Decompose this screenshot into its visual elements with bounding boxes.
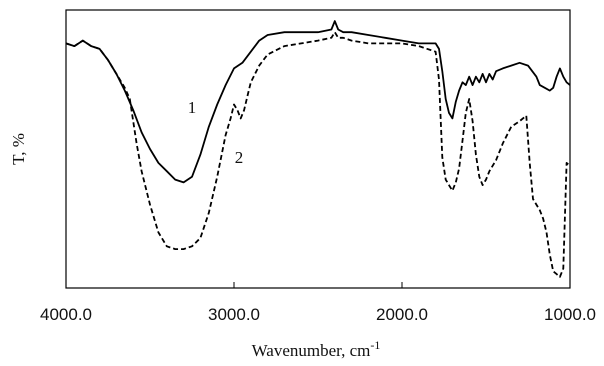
series-annotations: 12 bbox=[188, 98, 244, 167]
series-line-1 bbox=[65, 20, 571, 184]
x-axis-title-text: Wavenumber, cm bbox=[252, 341, 371, 360]
series-annotation-1: 1 bbox=[188, 98, 197, 117]
x-tick-label: 4000.0 bbox=[40, 305, 92, 324]
series-annotation-2: 2 bbox=[235, 148, 244, 167]
x-tick-label: 1000.0 bbox=[544, 305, 596, 324]
series-layer bbox=[65, 20, 571, 278]
x-axis-title: Wavenumber, cm-1 bbox=[252, 338, 381, 360]
x-axis-ticks: 4000.0 3000.0 2000.0 1000.0 bbox=[40, 282, 596, 324]
plot-frame bbox=[65, 9, 571, 289]
series-line-2 bbox=[65, 31, 571, 278]
y-axis-title: T, % bbox=[9, 133, 28, 165]
x-axis-title-superscript: -1 bbox=[370, 338, 380, 352]
x-tick-label: 2000.0 bbox=[376, 305, 428, 324]
x-tick-label: 3000.0 bbox=[208, 305, 260, 324]
